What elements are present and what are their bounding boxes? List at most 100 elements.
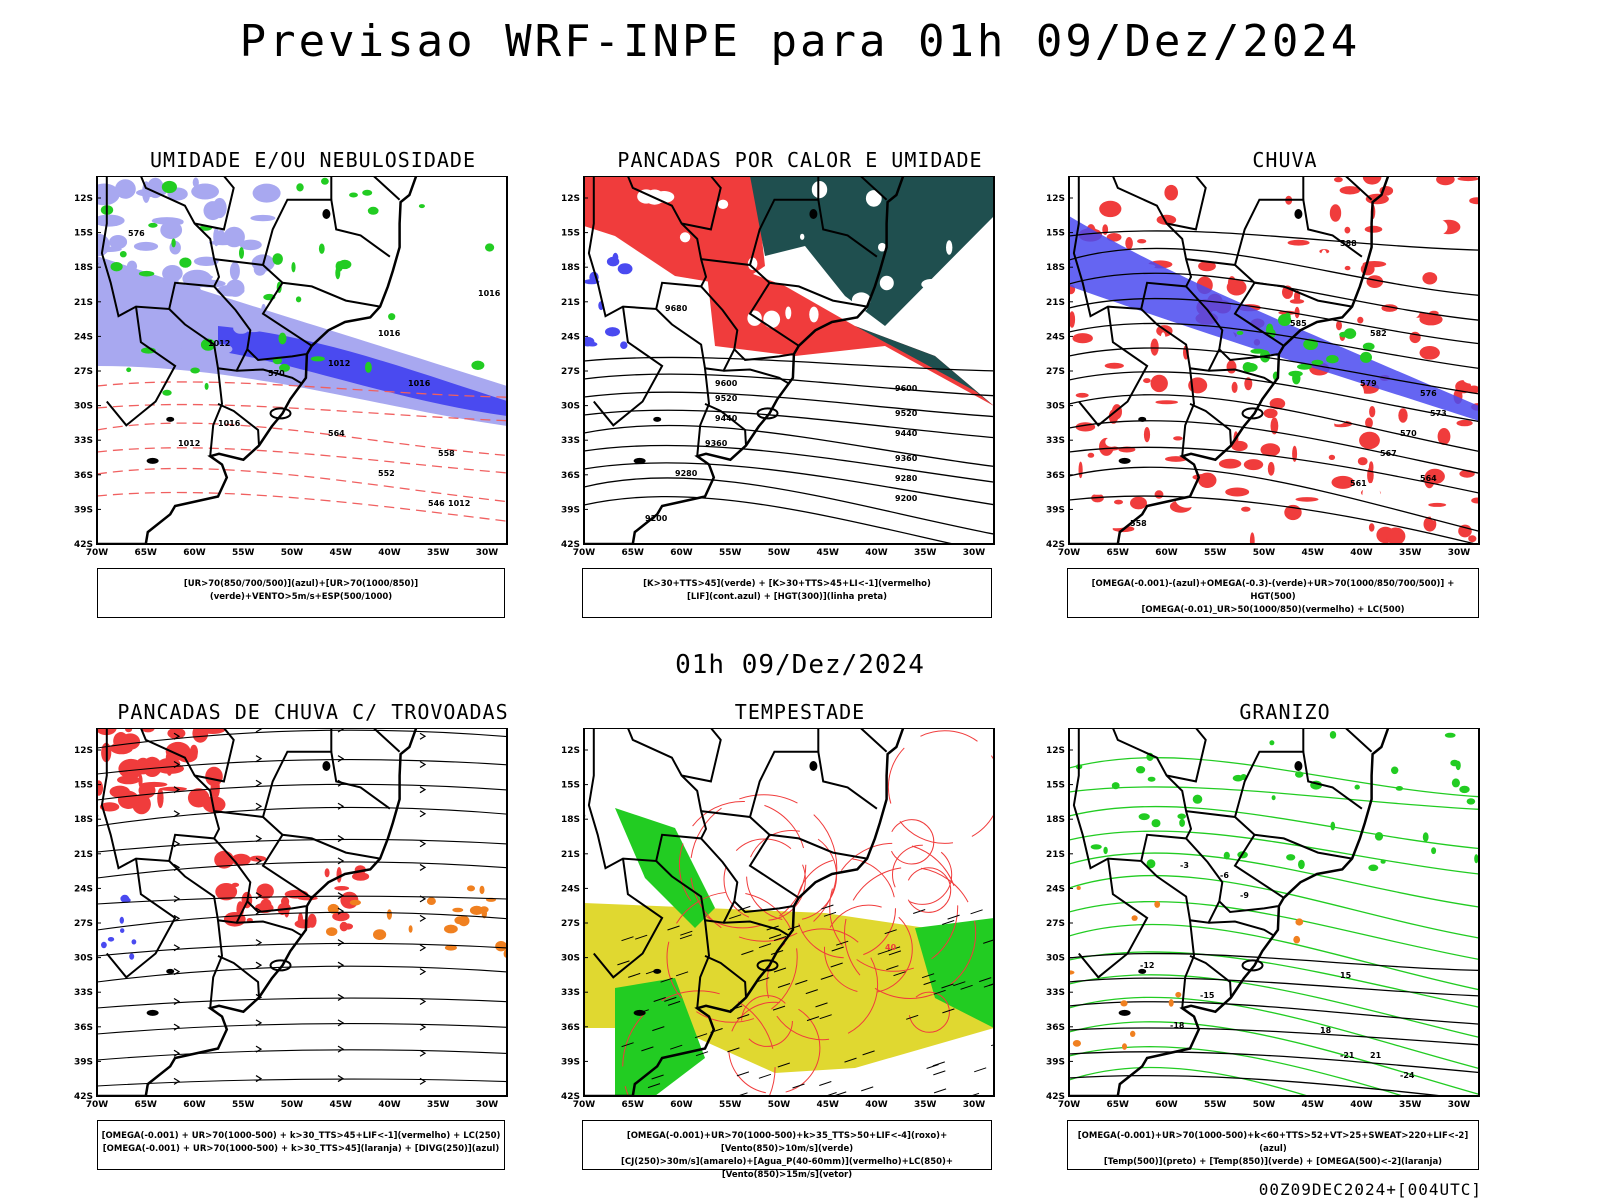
shade-blob	[921, 279, 942, 290]
shade-blob	[212, 344, 233, 354]
border-line	[262, 750, 391, 818]
shade-blob	[109, 785, 130, 798]
shade-blob	[1269, 398, 1286, 410]
wind-vector-icon	[836, 940, 849, 946]
shade-blob	[339, 921, 349, 932]
shade-blob	[1103, 846, 1108, 855]
lon-label: 45W	[817, 548, 840, 558]
arrow-head-icon	[173, 840, 181, 848]
panel-rain: CHUVA 588 585 582 579 576 573 570 567 564 561 558 1…	[1040, 148, 1530, 618]
shade-blob	[1278, 314, 1292, 326]
shade-blob	[1131, 915, 1138, 921]
arrow-head-icon	[419, 914, 427, 922]
shade-blob	[1365, 417, 1373, 429]
shade-blob	[1326, 355, 1339, 364]
lake-icon	[166, 968, 175, 974]
map-border	[96, 728, 508, 1097]
arrow-head-icon	[173, 732, 181, 740]
shade-blob	[110, 262, 123, 272]
wind-vector-icon	[653, 997, 666, 1002]
shade-blob	[1364, 225, 1383, 233]
lat-label: 39S	[561, 505, 580, 515]
border-line	[330, 176, 401, 201]
lat-label: 15S	[561, 781, 580, 791]
contour-line	[1069, 951, 1479, 1008]
wind-green-area	[615, 978, 705, 1096]
shade-blob	[148, 324, 176, 343]
lat-label: 39S	[74, 505, 93, 515]
border-line	[749, 750, 878, 818]
shade-blob	[1469, 197, 1479, 205]
contour-line	[584, 496, 957, 544]
arrow-head-icon	[337, 939, 345, 947]
contour-label: 1012	[208, 339, 230, 348]
shade-blob	[1324, 418, 1335, 440]
lagoon	[269, 959, 292, 972]
border-line	[1166, 728, 1207, 783]
shade-blob	[1331, 475, 1355, 489]
lat-label: 30S	[74, 954, 93, 964]
shade-blob	[1260, 443, 1281, 457]
lon-label: 35W	[1399, 1100, 1422, 1110]
border-line	[246, 348, 307, 362]
legend-line: [Temp(500)](preto) + [Temp(850)](verde) …	[1103, 1157, 1443, 1167]
lat-label: 30S	[1046, 402, 1065, 412]
border-line	[1140, 285, 1224, 372]
shade-blob	[1380, 859, 1386, 864]
border-line	[1189, 954, 1232, 998]
shade-blob	[408, 925, 413, 933]
wind-vector-icon	[862, 1050, 875, 1056]
shade-blob	[141, 728, 155, 733]
lon-label: 35W	[1399, 548, 1422, 558]
gap-area	[1073, 178, 1479, 543]
border-line	[1189, 402, 1232, 446]
lon-label: 45W	[1302, 548, 1325, 558]
contour-label: 9520	[895, 409, 918, 418]
border-line	[1181, 368, 1196, 457]
shade-blob	[1327, 404, 1349, 425]
contour-label: 570	[268, 369, 285, 378]
shade-blob	[485, 243, 495, 252]
lon-label: 65W	[1107, 548, 1130, 558]
map-base	[97, 176, 418, 544]
lon-label: 60W	[1155, 1100, 1178, 1110]
shade-blob	[324, 868, 330, 878]
lon-label: 70W	[573, 1100, 596, 1110]
wind-vector-icon	[727, 1047, 740, 1053]
shade-blob	[352, 872, 370, 881]
arrow-head-icon	[337, 907, 345, 915]
border-line	[700, 810, 868, 860]
contour-label: 561	[1350, 479, 1367, 488]
shade-blob	[160, 786, 187, 792]
streamline	[795, 858, 896, 959]
streamline	[766, 928, 879, 1041]
arrow-head-icon	[419, 863, 427, 871]
contour-label: 9280	[895, 474, 918, 483]
shade-blob	[1154, 490, 1164, 499]
shade-blob	[1231, 440, 1248, 452]
shade-blob	[1362, 342, 1375, 351]
shade-blob	[252, 183, 281, 203]
shade-blob	[164, 338, 187, 350]
shade-blob	[185, 284, 202, 303]
border-line	[748, 834, 800, 899]
map-rain: 58858558257957657357056756456155812S15S1…	[1046, 176, 1480, 558]
contour-labels: -3 -6 -9 -12 -15 -18 -21 -24 15 18 21	[1140, 861, 1415, 1080]
shade-blob	[1218, 458, 1242, 469]
arrow-head-icon	[419, 810, 427, 818]
shade-blob	[1104, 362, 1124, 369]
temp500-lines	[1069, 952, 1479, 1096]
map-content: -3 -6 -9 -12 -15 -18 -21 -24 15 18 21	[1069, 728, 1479, 1096]
arrow-head-icon	[419, 760, 427, 769]
wind-vector-icon	[884, 929, 897, 935]
wind-vector-icon	[777, 1062, 790, 1068]
legend-line: [OMEGA(-0.01)_UR>50(1000/850)(vermelho) …	[1141, 605, 1405, 615]
contour-label: 558	[438, 449, 455, 458]
shade-blob	[1271, 795, 1276, 801]
contour-line	[584, 424, 994, 468]
shade-blob	[1471, 497, 1479, 504]
wind-vector-icon	[680, 930, 693, 936]
lon-label: 45W	[330, 1100, 353, 1110]
